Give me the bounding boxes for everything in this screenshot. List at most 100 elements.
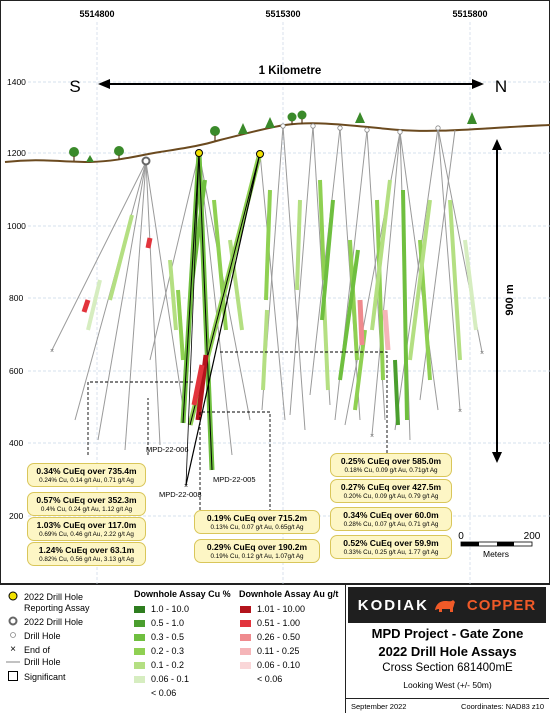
map-date: September 2022 — [351, 701, 407, 711]
callout-detail: 0.33% Cu, 0.25 g/t Au, 1.77 g/t Ag — [343, 549, 439, 556]
assay-callout: 0.52% CuEq over 59.9m 0.33% Cu, 0.25 g/t… — [330, 535, 452, 559]
au-class-label: 0.51 - 1.00 — [257, 618, 301, 628]
cu-class: 0.06 - 0.1 — [134, 674, 189, 684]
au-class: 0.26 - 0.50 — [240, 632, 300, 642]
easting-label: 5515300 — [265, 9, 300, 19]
bear-logo-icon — [434, 598, 456, 613]
map-subtitle: 2022 Drill Hole Assays — [378, 644, 517, 659]
callout-detail: 0.20% Cu, 0.09 g/t Au, 0.79 g/t Ag — [343, 493, 439, 500]
legend-label: Drill Hole — [24, 657, 61, 667]
width-scale-arrow: S N 1 Kilometre — [69, 65, 507, 96]
callout-headline: 1.03% CuEq over 117.0m — [36, 520, 137, 530]
cu-class-label: < 0.06 — [151, 688, 177, 698]
cu-swatch — [134, 647, 145, 655]
company-logo: KODIAK COPPER — [348, 587, 546, 623]
callout-detail: 0.4% Cu, 0.24 g/t Au, 1.12 g/t Ag — [40, 506, 133, 513]
elevation-label: 1200 — [7, 148, 26, 158]
section-label: Cross Section 681400mE — [382, 662, 513, 674]
hole-label: MPD-22-005 — [213, 475, 256, 484]
au-class: 0.51 - 1.00 — [240, 618, 300, 628]
au-assay-intervals — [81, 237, 391, 421]
au-class-label: < 0.06 — [257, 674, 283, 684]
cu-class: 0.3 - 0.5 — [134, 632, 184, 642]
elevation-label: 200 — [9, 511, 23, 521]
elevation-label: 400 — [9, 438, 23, 448]
assay-callout: 0.34% CuEq over 60.0m 0.28% Cu, 0.07 g/t… — [330, 507, 452, 531]
elevation-label: 1400 — [7, 77, 26, 87]
cu-class-label: 0.2 - 0.3 — [151, 646, 185, 656]
au-class: 0.11 - 0.25 — [240, 646, 299, 656]
assay-callout: 0.57% CuEq over 352.3m 0.4% Cu, 0.24 g/t… — [27, 492, 146, 516]
callout-headline: 0.27% CuEq over 427.5m — [340, 482, 442, 492]
significant-box-icon — [6, 671, 20, 683]
callout-detail: 0.69% Cu, 0.46 g/t Au, 2.22 g/t Ag — [39, 531, 134, 538]
cu-swatch — [134, 605, 145, 613]
callout-headline: 0.19% CuEq over 715.2m — [206, 513, 308, 523]
au-swatch — [240, 661, 251, 669]
cu-class-label: 0.1 - 0.2 — [151, 660, 185, 670]
cu-swatch — [134, 633, 145, 641]
title-footer: September 2022 Coordinates: NAD83 z10 — [346, 698, 549, 713]
brand-left: KODIAK — [357, 596, 429, 614]
callout-detail: 0.18% Cu, 0.09 g/t Au, 0.71g/t Ag — [344, 467, 438, 474]
elevation-label: 600 — [9, 366, 23, 376]
au-class-label: 0.06 - 0.10 — [257, 660, 301, 670]
width-label: 1 Kilometre — [259, 65, 322, 77]
callout-headline: 0.29% CuEq over 190.2m — [206, 542, 308, 552]
map-coordinates: Coordinates: NAD83 z10 — [461, 701, 544, 711]
end-of-hole-markers: × × × × × — [50, 348, 484, 490]
svg-text:×: × — [458, 408, 462, 415]
svg-text:×: × — [480, 350, 484, 357]
callout-headline: 0.34% CuEq over 735.4m — [36, 466, 137, 476]
legend-label: Drill Hole — [24, 631, 61, 641]
easting-label: 5514800 — [79, 9, 114, 19]
assay-callout: 0.27% CuEq over 427.5m 0.20% Cu, 0.09 g/… — [330, 479, 452, 503]
cu-class-label: 1.0 - 10.0 — [151, 604, 190, 614]
legend-label: End of — [24, 644, 51, 655]
hole-labels: MPD-22-006 MPD-22-005 MPD-22-008 — [146, 445, 256, 499]
scale-tick-label: 0 — [458, 531, 464, 542]
callout-headline: 0.52% CuEq over 59.9m — [343, 538, 439, 548]
legend-label: 2022 Drill Hole — [24, 592, 84, 602]
elevation-label: 1000 — [7, 221, 26, 231]
title-block: KODIAK COPPER MPD Project - Gate Zone 20… — [345, 585, 550, 713]
callout-detail: 0.24% Cu, 0.14 g/t Au, 0.71 g/t Ag — [39, 477, 134, 484]
cu-swatch — [134, 675, 145, 683]
scale-tick-label: 200 — [524, 531, 541, 542]
brand-right: COPPER — [466, 596, 537, 614]
depth-label: 900 m — [504, 284, 516, 315]
easting-axis: 5514800 5515300 5515800 — [79, 9, 487, 19]
svg-text:×: × — [184, 483, 188, 490]
project-title: MPD Project - Gate Zone — [371, 626, 524, 641]
assay-callout: 1.24% CuEq over 63.1m 0.82% Cu, 0.56 g/t… — [27, 542, 146, 566]
hole-label: MPD-22-008 — [159, 490, 202, 499]
callout-headline: 0.34% CuEq over 60.0m — [343, 510, 439, 520]
significant-leaders — [87, 351, 388, 513]
assay-callout: 0.34% CuEq over 735.4m 0.24% Cu, 0.14 g/… — [27, 463, 146, 487]
legend-item-reporting-hole-line2: Reporting Assay — [24, 603, 90, 613]
callout-detail: 0.82% Cu, 0.56 g/t Au, 3.13 g/t Ag — [39, 556, 134, 563]
callout-detail: 0.13% Cu, 0.07 g/t Au, 0.65g/t Ag — [210, 524, 304, 531]
view-label: Looking West (+/- 50m) — [403, 680, 492, 690]
au-swatch — [240, 619, 251, 627]
callout-detail: 0.19% Cu, 0.12 g/t Au, 1.07g/t Ag — [210, 553, 304, 560]
callout-headline: 1.24% CuEq over 63.1m — [38, 545, 135, 555]
au-class-label: 0.11 - 0.25 — [257, 646, 300, 656]
au-class: < 0.06 — [257, 674, 282, 684]
scale-unit: Meters — [483, 549, 509, 559]
assay-callout: 0.25% CuEq over 585.0m 0.18% Cu, 0.09 g/… — [330, 453, 452, 477]
legend-item-reporting-hole: 2022 Drill Hole — [6, 591, 83, 603]
cu-swatch — [134, 619, 145, 627]
cu-class: 0.1 - 0.2 — [134, 660, 184, 670]
svg-text:×: × — [50, 348, 54, 355]
easting-label: 5515800 — [452, 9, 487, 19]
direction-south: S — [69, 77, 80, 96]
legend-label: Significant — [24, 672, 66, 682]
depth-scale-arrow: 900 m — [492, 139, 516, 463]
legend-item-end-of-hole: × End of — [6, 644, 50, 655]
cu-class: 0.2 - 0.3 — [134, 646, 184, 656]
cu-class: 0.5 - 1.0 — [134, 618, 184, 628]
assay-callout: 0.19% CuEq over 715.2m 0.13% Cu, 0.07 g/… — [194, 510, 320, 534]
direction-north: N — [495, 77, 507, 96]
callout-detail: 0.28% Cu, 0.07 g/t Au, 0.71 g/t Ag — [343, 521, 439, 528]
